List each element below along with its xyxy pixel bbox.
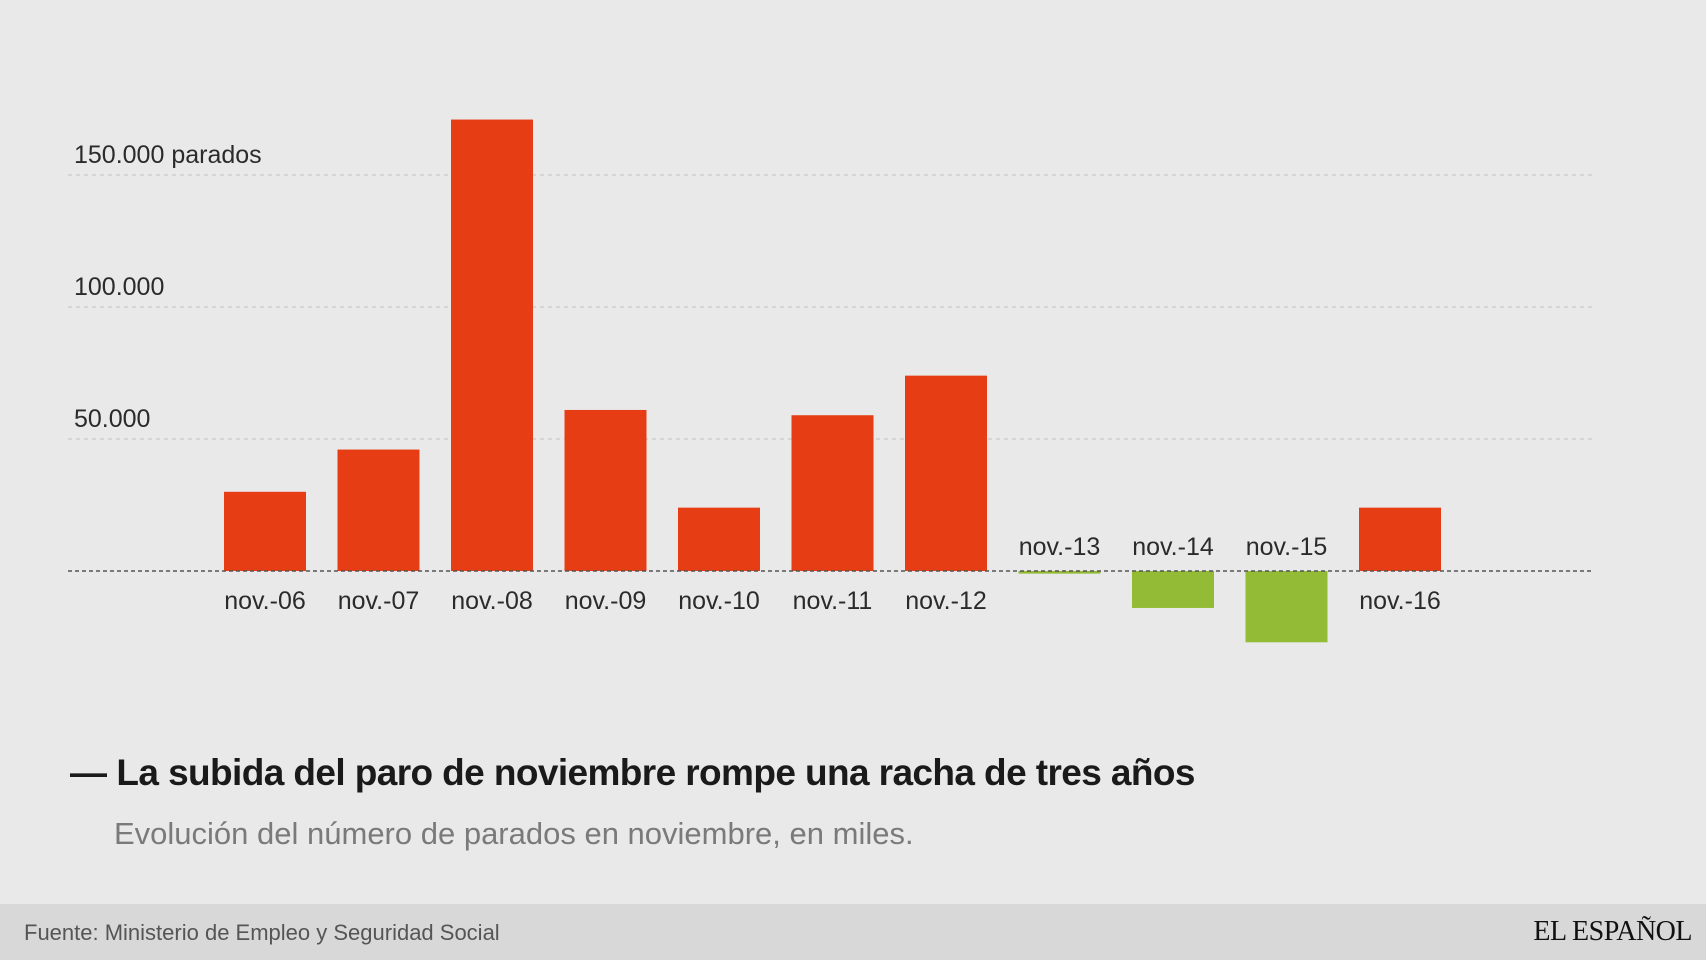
chart-title-block: — La subida del paro de noviembre rompe u… xyxy=(70,752,1570,852)
bar-nov.-10 xyxy=(678,507,760,571)
bar-nov.-15 xyxy=(1245,571,1328,643)
bar-nov.-16 xyxy=(1359,507,1441,571)
chart-title: — La subida del paro de noviembre rompe u… xyxy=(70,752,1570,794)
bar-nov.-14 xyxy=(1132,571,1214,608)
x-tick-label-nov.-13: nov.-13 xyxy=(1019,533,1101,561)
x-tick-label-nov.-12: nov.-12 xyxy=(905,587,987,615)
x-tick-label-nov.-11: nov.-11 xyxy=(793,587,873,615)
x-tick-label-nov.-07: nov.-07 xyxy=(338,587,420,615)
bar-nov.-09 xyxy=(564,409,647,571)
x-tick-label-nov.-16: nov.-16 xyxy=(1359,587,1441,615)
source-note: Fuente: Ministerio de Empleo y Seguridad… xyxy=(24,920,500,945)
bar-nov.-11 xyxy=(791,415,874,571)
bar-nov.-06 xyxy=(224,491,306,571)
y-tick-label-2: 150.000 parados xyxy=(74,141,262,169)
bar-nov.-12 xyxy=(905,375,987,571)
y-tick-label-0: 50.000 xyxy=(74,405,150,433)
x-tick-label-nov.-10: nov.-10 xyxy=(678,587,760,615)
x-tick-label-nov.-06: nov.-06 xyxy=(224,587,306,615)
chart-title-text: La subida del paro de noviembre rompe un… xyxy=(116,752,1195,793)
x-tick-label-nov.-14: nov.-14 xyxy=(1132,533,1214,561)
title-dash: — xyxy=(70,752,107,793)
bar-chart: 50.000 100.000 150.000 parados nov.-06 nov.-… xyxy=(68,119,1592,643)
brand-logo: EL ESPAÑOL xyxy=(1533,916,1692,947)
bar-nov.-07 xyxy=(337,449,420,571)
y-tick-label-1: 100.000 xyxy=(74,273,164,301)
footer-bar: Fuente: Ministerio de Empleo y Seguridad… xyxy=(0,904,1706,960)
chart-subtitle: Evolución del número de parados en novie… xyxy=(114,816,914,851)
x-tick-label-nov.-09: nov.-09 xyxy=(565,587,647,615)
x-tick-label-nov.-08: nov.-08 xyxy=(451,587,533,615)
x-tick-label-nov.-15: nov.-15 xyxy=(1246,533,1328,561)
bar-nov.-08 xyxy=(451,119,533,571)
bar-nov.-13 xyxy=(1018,571,1101,574)
